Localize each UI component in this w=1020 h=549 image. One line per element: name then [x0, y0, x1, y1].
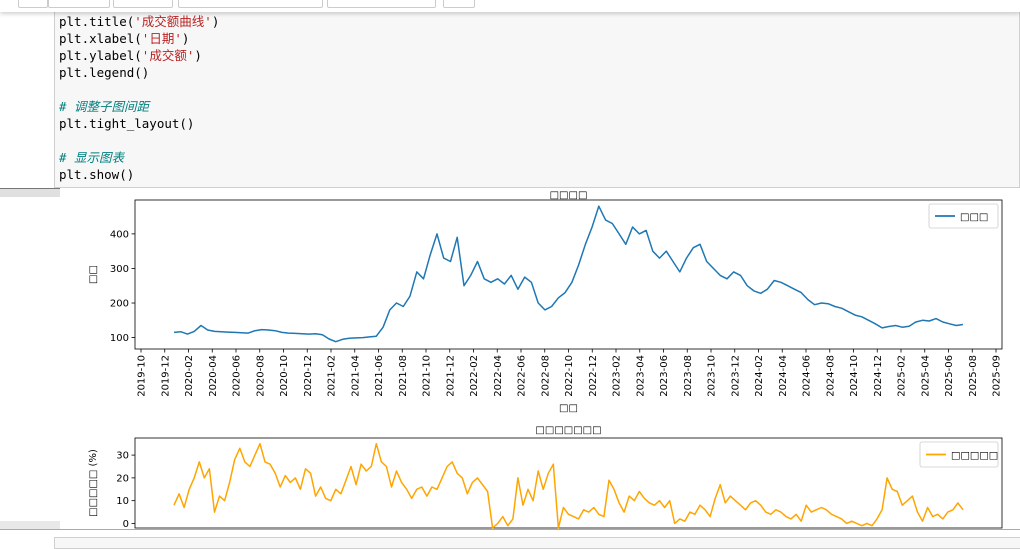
x-tick-label: 2021-02	[327, 355, 338, 397]
x-tick-label: 2020-12	[303, 355, 314, 397]
x-tick-label: 2025-06	[944, 355, 955, 397]
x-tick-label: 2025-02	[897, 355, 908, 397]
code-text: plt.title(	[59, 14, 135, 29]
code-string: '日期'	[141, 31, 182, 46]
code-text: plt.xlabel(	[59, 31, 142, 46]
series-line	[173, 205, 964, 343]
x-tick-label: 2020-08	[255, 355, 266, 397]
x-tick-label: 2019-10	[137, 355, 148, 397]
code-line: plt.xlabel('日期')	[59, 30, 219, 47]
y-tick-label: 10	[116, 496, 129, 507]
x-tick-label: 2025-04	[920, 355, 931, 397]
x-tick-label: 2020-10	[279, 355, 290, 397]
legend-box	[919, 441, 999, 468]
legend-box	[928, 203, 999, 229]
y-tick-label: 30	[116, 451, 129, 462]
x-tick-label: 2025-09	[992, 355, 1003, 397]
x-tick-label: 2019-12	[160, 355, 171, 397]
x-tick-label: 2024-02	[754, 355, 765, 397]
x-axis-label: □□	[559, 403, 578, 414]
code-line: plt.ylabel('成交额')	[59, 47, 219, 64]
x-tick-label: 2024-12	[873, 355, 884, 397]
y-tick-label: 100	[110, 333, 129, 344]
y-tick-label: 200	[110, 299, 129, 310]
x-tick-label: 2024-08	[825, 355, 836, 397]
code-editor[interactable]: plt.title('成交额曲线') plt.xlabel('日期') plt.yl…	[59, 13, 219, 183]
y-axis-label: □□	[88, 265, 99, 284]
code-line: plt.tight_layout()	[59, 115, 219, 132]
toolbar-button-group[interactable]	[178, 0, 323, 8]
notebook-toolbar	[0, 0, 1020, 12]
code-line: plt.title('成交额曲线')	[59, 13, 219, 30]
x-tick-label: 2023-10	[707, 355, 718, 397]
x-tick-label: 2023-08	[683, 355, 694, 397]
x-tick-label: 2022-08	[540, 355, 551, 397]
x-tick-label: 2023-12	[730, 355, 741, 397]
chart-title: □□□□□□□	[535, 425, 601, 436]
x-tick-label: 2020-04	[208, 355, 219, 397]
next-cell-area	[0, 529, 1020, 549]
next-code-cell[interactable]	[54, 537, 1020, 549]
code-line: plt.legend()	[59, 64, 219, 81]
y-tick-label: 300	[110, 264, 129, 275]
code-string: '成交额'	[141, 48, 195, 63]
chart-title: □□□□	[550, 190, 588, 201]
code-text: plt.show()	[59, 167, 135, 182]
code-text: )	[194, 48, 202, 63]
x-tick-label: 2021-08	[398, 355, 409, 397]
series-line	[173, 442, 964, 529]
x-tick-label: 2024-06	[802, 355, 813, 397]
code-string: '成交额曲线'	[134, 14, 212, 29]
scroll-marker	[0, 521, 60, 529]
toolbar-button-group[interactable]	[48, 0, 110, 8]
code-text: )	[181, 31, 190, 46]
legend-label: □□□	[960, 212, 988, 223]
code-line: # 显示图表	[59, 149, 219, 166]
code-comment: # 显示图表	[59, 150, 125, 165]
code-line: ​	[59, 81, 219, 98]
toolbar-button[interactable]	[18, 0, 48, 8]
x-tick-label: 2021-12	[445, 355, 456, 397]
x-tick-label: 2022-06	[517, 355, 528, 397]
x-tick-label: 2020-02	[184, 355, 195, 397]
x-tick-label: 2022-02	[469, 355, 480, 397]
code-cell[interactable]: plt.title('成交额曲线') plt.xlabel('日期') plt.yl…	[54, 12, 1020, 188]
code-text: plt.tight_layout()	[59, 116, 195, 131]
x-tick-label: 2020-06	[232, 355, 243, 397]
code-line: ​	[59, 132, 219, 149]
x-tick-label: 2022-04	[493, 355, 504, 397]
y-axis-label: □□□□□ (%)	[88, 449, 99, 517]
code-line: # 调整子图间距	[59, 98, 219, 115]
x-tick-label: 2021-04	[350, 355, 361, 397]
code-text: plt.legend()	[59, 65, 150, 80]
x-tick-label: 2024-10	[849, 355, 860, 397]
x-tick-label: 2021-06	[374, 355, 385, 397]
x-tick-label: 2023-02	[612, 355, 623, 397]
code-line: plt.show()	[59, 166, 219, 183]
y-tick-label: 0	[123, 519, 129, 530]
y-tick-label: 400	[110, 229, 129, 240]
x-tick-label: 2022-10	[564, 355, 575, 397]
x-tick-label: 2024-04	[778, 355, 789, 397]
x-tick-label: 2023-04	[635, 355, 646, 397]
x-tick-label: 2025-08	[968, 355, 979, 397]
code-comment: # 调整子图间距	[59, 99, 150, 114]
y-tick-label: 20	[116, 473, 129, 484]
cell-type-select[interactable]	[327, 0, 436, 8]
legend-label: □□□□□	[951, 451, 998, 462]
x-tick-label: 2021-10	[422, 355, 433, 397]
scroll-marker	[0, 188, 60, 197]
code-text: plt.ylabel(	[59, 48, 142, 63]
code-text: )	[211, 14, 220, 29]
command-palette-button[interactable]	[443, 0, 475, 8]
x-tick-label: 2022-12	[588, 355, 599, 397]
x-tick-label: 2023-06	[659, 355, 670, 397]
toolbar-button-group[interactable]	[113, 0, 173, 8]
plot-area	[134, 199, 1003, 350]
